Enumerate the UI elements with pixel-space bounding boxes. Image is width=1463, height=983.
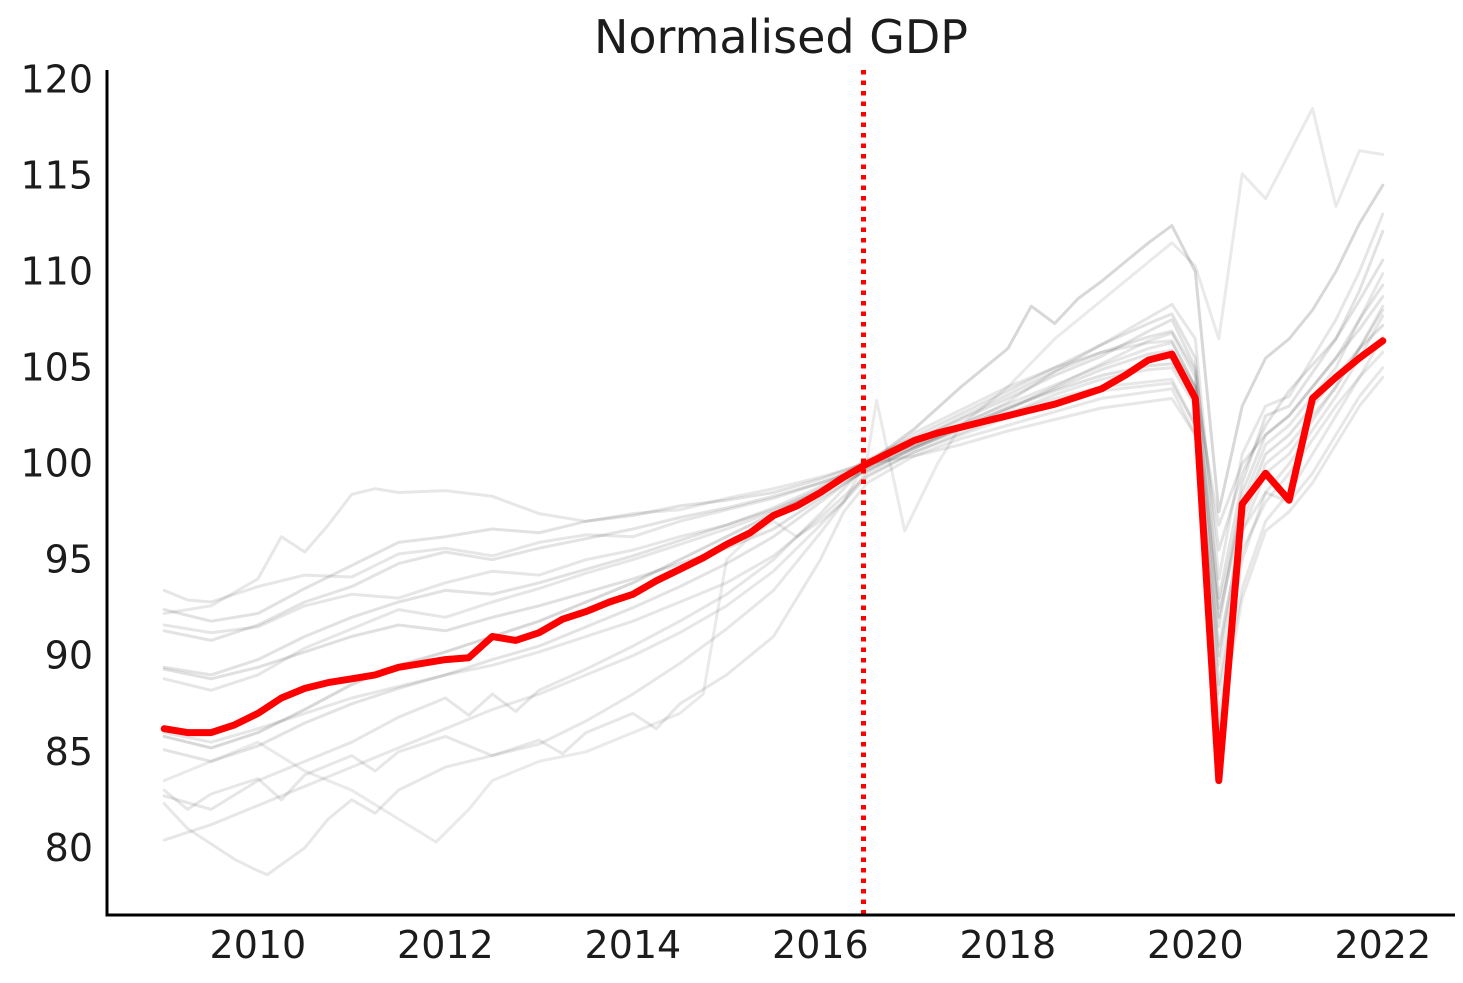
comparison-line-gray-03 xyxy=(162,366,1385,648)
y-tick-label: 105 xyxy=(20,346,93,390)
comparison-line-gray-15 xyxy=(162,106,1385,844)
x-tick-label: 2016 xyxy=(772,923,869,967)
comparison-line-gray-09 xyxy=(162,314,1385,744)
axes-group xyxy=(105,70,1455,917)
comparison-line-gray-06 xyxy=(162,183,1385,750)
x-tick-label: 2018 xyxy=(960,923,1057,967)
comparison-line-gray-14 xyxy=(162,350,1385,842)
x-tick-label: 2010 xyxy=(210,923,307,967)
y-tick-label: 110 xyxy=(20,250,93,294)
y-tick-label: 80 xyxy=(45,826,93,870)
x-tick-label: 2014 xyxy=(585,923,682,967)
x-tick-label: 2022 xyxy=(1334,923,1431,967)
focal-line-group xyxy=(160,337,1387,785)
x-tick-label: 2020 xyxy=(1147,923,1244,967)
tick-labels-group: 80 85 90 95 100 105 110 115 120 2010 2012 2014 2016 2… xyxy=(20,58,1431,967)
chart-title: Normalised GDP xyxy=(594,10,968,64)
focal-line xyxy=(160,337,1387,785)
comparison-line-gray-11 xyxy=(162,335,1385,811)
y-tick-label: 100 xyxy=(20,442,93,486)
y-tick-label: 120 xyxy=(20,58,93,102)
y-tick-label: 115 xyxy=(20,154,93,198)
y-tick-label: 95 xyxy=(45,538,93,582)
y-tick-label: 85 xyxy=(45,730,93,774)
y-tick-label: 90 xyxy=(45,634,93,678)
comparison-line-gray-13 xyxy=(162,375,1385,877)
x-tick-label: 2012 xyxy=(397,923,494,967)
